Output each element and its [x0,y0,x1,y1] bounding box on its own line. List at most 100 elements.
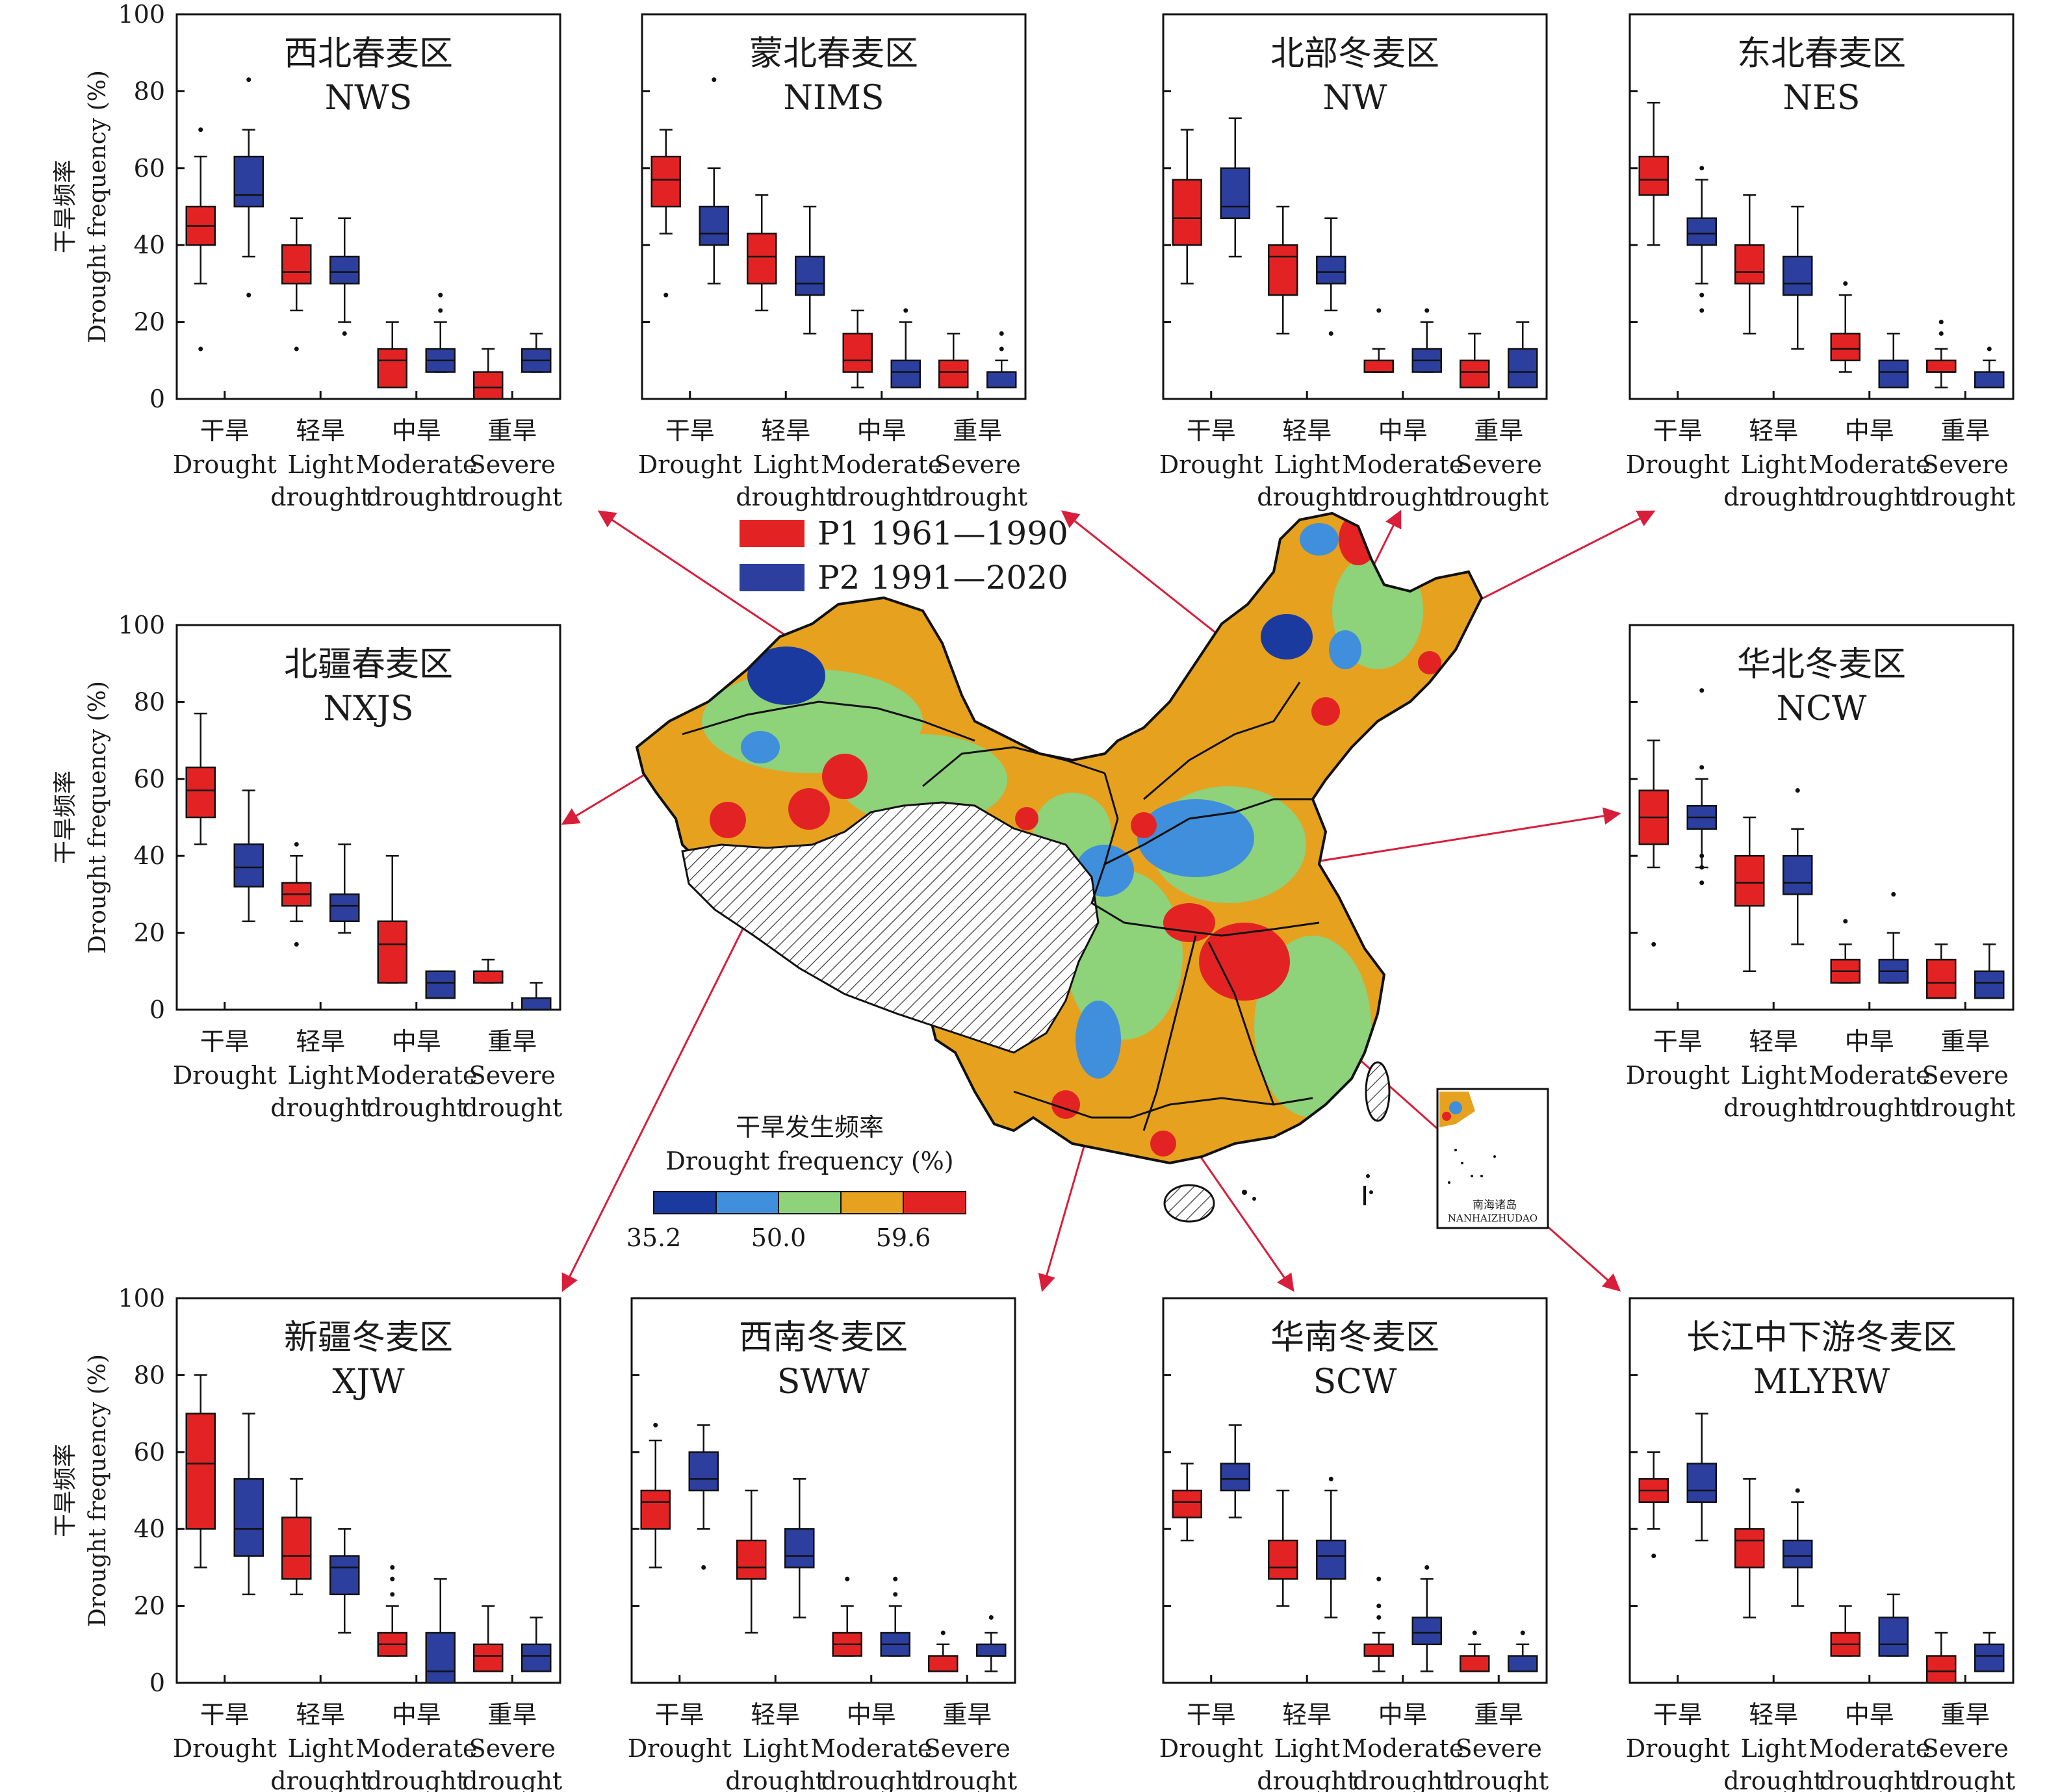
box-p2 [1686,688,1717,886]
category-label-cn: 重旱 [1940,1700,1990,1729]
panel-frame [1629,13,2015,400]
y-tick-label: 40 [134,841,165,870]
box-p2 [329,217,360,336]
category-label-cn: 干旱 [200,1027,250,1056]
box-iqr [640,1489,671,1530]
panel-title-en: NES [1783,79,1860,118]
category-label-cn: 干旱 [200,1700,250,1729]
outlier-point [1376,1604,1382,1609]
inset-label-en: NANHAIZHUDAO [1448,1212,1538,1224]
outlier-point [1424,308,1430,313]
box-p1 [1268,205,1298,335]
category-label-en-2: drought [1820,1767,1920,1792]
box-iqr [1686,217,1717,246]
panel-title-cn: 东北春麦区 [1737,34,1906,73]
outlier-point [712,77,717,83]
panel-frame [641,13,1027,400]
box-p2 [233,77,264,298]
outlier-point [1843,919,1848,924]
box-p1 [832,1576,862,1657]
box-p1 [281,841,312,947]
category-label-cn: 轻旱 [1749,1027,1798,1056]
panel-title-en: NCW [1777,689,1867,728]
outlier-point [893,1592,898,1597]
box-iqr [795,255,825,296]
box-p1 [1926,320,1957,389]
box-iqr [1974,371,2005,389]
box-iqr [784,1528,815,1568]
box-p1 [1460,333,1490,389]
category-label-en-2: drought [1723,483,1823,511]
box-iqr [1220,1463,1250,1492]
category-label-en: Severe [469,1061,556,1090]
box-p2 [795,205,825,335]
outlier-point [988,1615,994,1620]
category-label-en-2: drought [1448,483,1549,511]
box-p2 [784,1478,815,1619]
box-iqr [1974,1643,2005,1672]
panel-nxjs: 0 20 40 60 80 100 干旱频率 Drought frequency (%) 北疆春… [52,611,562,1122]
box-p1 [650,129,681,298]
legend-swatch-p1 [740,520,805,547]
box-iqr [1783,255,1813,296]
panel-title-en: NXJS [324,689,414,728]
category-label-cn: 中旱 [1845,1700,1894,1729]
box-p1 [1363,1576,1394,1672]
box-iqr [928,1655,959,1672]
colorbar: 干旱发生频率 Drought frequency (%) 35.2 50.0 5… [626,1113,966,1252]
category-label-en-2: drought [270,1094,370,1122]
category-label-en-2: drought [1915,1767,2015,1792]
category-label-en-2: drought [462,483,562,511]
outlier-point [1520,1630,1525,1635]
box-p1 [1734,816,1765,973]
box-iqr [1974,970,2005,999]
legend-label-p1: P1 1961—1990 [818,515,1068,552]
category-label-en-2: drought [367,1767,467,1792]
outlier-point [1795,788,1800,793]
y-tick-label: 80 [134,77,165,105]
panel-title-cn: 北疆春麦区 [284,645,453,684]
category-label-cn: 轻旱 [761,416,810,445]
outlier-point [1376,1576,1382,1581]
box-iqr [938,359,969,389]
panel-title-cn: 蒙北春麦区 [749,34,918,73]
legend-label-p2: P2 1991—2020 [818,559,1068,596]
box-iqr [1411,1617,1442,1646]
category-label-en: Drought [1626,1734,1730,1763]
category-label-en-2: drought [1353,1767,1453,1792]
panel-nw: 北部冬麦区 NW 干旱 Drought 轻旱 Light drought 中旱 Moderate… [1159,13,1549,511]
box-p1 [1460,1630,1490,1672]
outlier-point [438,308,443,313]
outlier-point [294,346,299,352]
box-iqr [688,1451,719,1492]
box-p2 [1411,1565,1442,1672]
category-label-cn: 轻旱 [1282,1700,1332,1729]
box-p2 [1686,166,1717,313]
box-iqr [473,371,504,400]
outlier-point [198,346,203,352]
category-label-cn: 重旱 [1474,1700,1523,1729]
box-p2 [521,333,552,373]
box-p1 [1926,943,1957,999]
box-iqr [842,333,873,373]
box-iqr [699,205,729,246]
y-tick-label: 60 [134,1438,165,1466]
y-tick-label: 20 [134,1592,165,1620]
category-label-cn: 重旱 [1940,416,1990,445]
box-p2 [1411,308,1442,373]
panel-scw: 华南冬麦区 SCW 干旱 Drought 轻旱 Light drought 中旱 Moderat… [1159,1297,1549,1792]
box-p1 [736,1489,767,1634]
category-label-en-2: drought [1820,1094,1920,1122]
category-label-en: Severe [1456,450,1542,479]
panel-title-cn: 北部冬麦区 [1270,34,1439,73]
category-label-cn: 重旱 [1940,1027,1990,1056]
box-p1 [281,217,312,352]
box-p2 [1783,1488,1813,1607]
category-label-cn: 轻旱 [1749,416,1798,445]
outlier-point [1472,1630,1477,1635]
outlier-point [1938,331,1944,336]
category-label-en: Light [1274,1734,1340,1763]
panel-frame [630,1297,1016,1684]
box-p1 [185,127,216,352]
